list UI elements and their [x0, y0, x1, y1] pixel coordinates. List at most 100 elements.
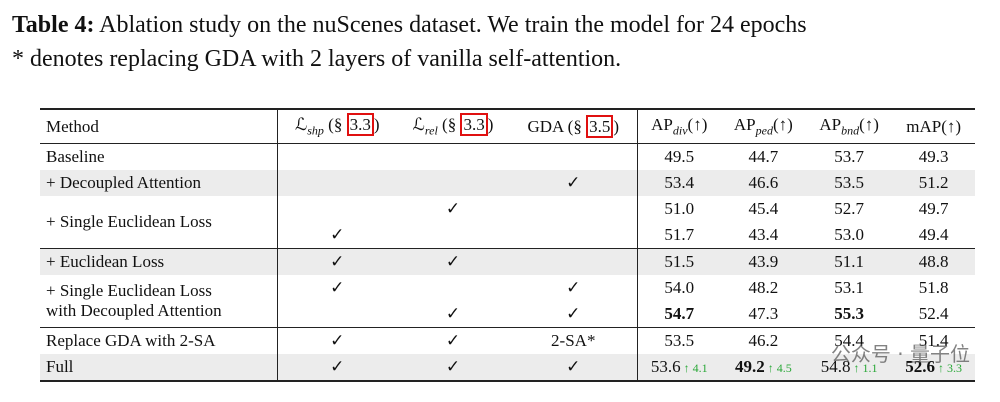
check-cell [396, 144, 509, 171]
watermark: 公众号 · 量子位 [830, 342, 970, 366]
header-text: (↑) [772, 114, 793, 134]
header-text: AP [651, 114, 673, 134]
value: 52.7 [834, 199, 865, 218]
check: ✓ [566, 304, 581, 323]
header-text: ) [613, 116, 619, 136]
value: 53.6 [650, 357, 681, 376]
value-cell: 46.2 [721, 328, 806, 355]
header-row: Method ℒshp (§ 3.3) ℒrel (§ 3.3) GDA (§ 3.5… [40, 109, 975, 144]
method-cell: Replace GDA with 2-SA [40, 327, 279, 354]
value-cell: 49.3 [892, 144, 975, 171]
value: 53.7 [834, 147, 865, 166]
method-cell: + Decoupled Attention [40, 170, 279, 196]
value: 51.0 [664, 199, 695, 218]
value-cell: 53.7 [806, 144, 892, 171]
table-row: ✓ 51.7 43.4 53.0 49.4 [40, 222, 975, 249]
header-sub: rel [424, 123, 438, 138]
value: 49.5 [664, 147, 695, 166]
header-text: (§ [323, 114, 347, 134]
value: 52.4 [918, 304, 949, 323]
value: 51.4 [918, 331, 949, 350]
value: 45.4 [748, 199, 779, 218]
value: 46.6 [748, 173, 779, 192]
header-text: AP [819, 114, 842, 134]
method-cell: + Single Euclidean Loss [40, 196, 279, 249]
value-cell: 47.3 [721, 301, 806, 328]
gain: ↑ 4.5 [767, 361, 792, 375]
check-cell [278, 144, 397, 171]
check-cell: 2-SA* [509, 327, 638, 354]
check-cell [396, 170, 510, 196]
header-text: (§ [563, 116, 587, 136]
value: 53.1 [834, 278, 865, 297]
check-cell [277, 170, 397, 196]
check-cell: ✓ [277, 354, 397, 381]
value: 43.9 [748, 252, 779, 271]
check-cell: ✓ [509, 354, 638, 381]
method-line: Full [46, 357, 74, 376]
method-line: Baseline [46, 147, 105, 166]
check-cell [396, 275, 509, 301]
value: 48.2 [748, 278, 779, 297]
check: ✓ [566, 357, 581, 376]
check: ✓ [330, 225, 345, 244]
value: 48.8 [918, 252, 949, 271]
section-ref: 3.3 [460, 112, 488, 136]
value: 53.5 [834, 173, 865, 192]
header-text: ℒ [295, 114, 308, 134]
method-line: Replace GDA with 2-SA [46, 331, 216, 350]
table-row: + Decoupled Attention ✓ 53.4 46.6 53.5 51.2 [40, 170, 975, 196]
check-cell [509, 248, 638, 275]
value: 49.2 [734, 357, 765, 376]
ablation-table: Method ℒshp (§ 3.3) ℒrel (§ 3.3) GDA (§ 3.5… [40, 108, 975, 382]
value-cell: 51.5 [637, 248, 721, 275]
value: 46.2 [748, 331, 779, 350]
check: ✓ [445, 357, 461, 376]
header-sub: shp [307, 123, 324, 138]
value-cell: 49.4 [892, 222, 975, 249]
header-cell: GDA (§ 3.5) [509, 109, 638, 144]
header-sub: div [672, 123, 688, 138]
value: 51.2 [918, 173, 949, 192]
table-row: + Single Euclidean Loss with Decoupled At… [40, 275, 975, 328]
value-cell: 53.1 [806, 275, 892, 301]
check: ✓ [445, 304, 461, 323]
value-cell: 49.7 [892, 196, 975, 222]
check: ✓ [445, 199, 461, 218]
check-cell: ✓ [278, 222, 397, 249]
value-cell: 51.7 [637, 222, 720, 249]
check: ✓ [566, 173, 581, 192]
value-cell: 48.8 [892, 248, 975, 275]
value-cell: 52.6 ↑ 3.3 [892, 354, 975, 381]
check-cell: ✓ [278, 328, 397, 355]
method-cell: + Euclidean Loss [40, 248, 279, 275]
value-cell: 51.8 [892, 275, 975, 301]
value: 53.0 [834, 225, 865, 244]
check-cell: ✓ [396, 328, 509, 355]
value: 51.8 [918, 278, 949, 297]
table-section: + Euclidean Loss ✓ ✓ 51.5 43.9 51.1 48.8 + Sing… [40, 248, 975, 328]
table-row: Full ✓ ✓ ✓ 53.6 ↑ 4.1 49.2 ↑ 4.5 54.8 ↑ 1.1 52.6 ↑ … [40, 354, 975, 381]
value: 49.3 [918, 147, 949, 166]
gain: ↑ 4.1 [683, 361, 708, 375]
value: 51.7 [664, 225, 695, 244]
value-cell: 51.1 [806, 248, 893, 275]
value: 54.4 [834, 331, 865, 350]
value-cell: 43.4 [721, 222, 806, 249]
header-text: mAP(↑) [906, 116, 962, 136]
check-cell: ✓ [509, 170, 638, 196]
value: 51.5 [664, 252, 695, 271]
check-cell [509, 143, 638, 170]
method-cell: Baseline [40, 143, 279, 170]
header-sub: bnd [841, 123, 860, 138]
header-cell: Method [40, 109, 279, 144]
value-cell: 54.7 [637, 301, 720, 328]
caption-text: Ablation study on the nuScenes dataset. … [99, 12, 807, 38]
method-line: + Euclidean Loss [46, 252, 165, 271]
caption-line: Table 4: Ablation study on the nuScenes … [12, 8, 807, 42]
header-cell: APbnd(↑) [806, 109, 893, 144]
check: 2-SA* [551, 331, 596, 350]
value: 51.1 [834, 252, 865, 271]
value: 52.6 [905, 357, 936, 376]
